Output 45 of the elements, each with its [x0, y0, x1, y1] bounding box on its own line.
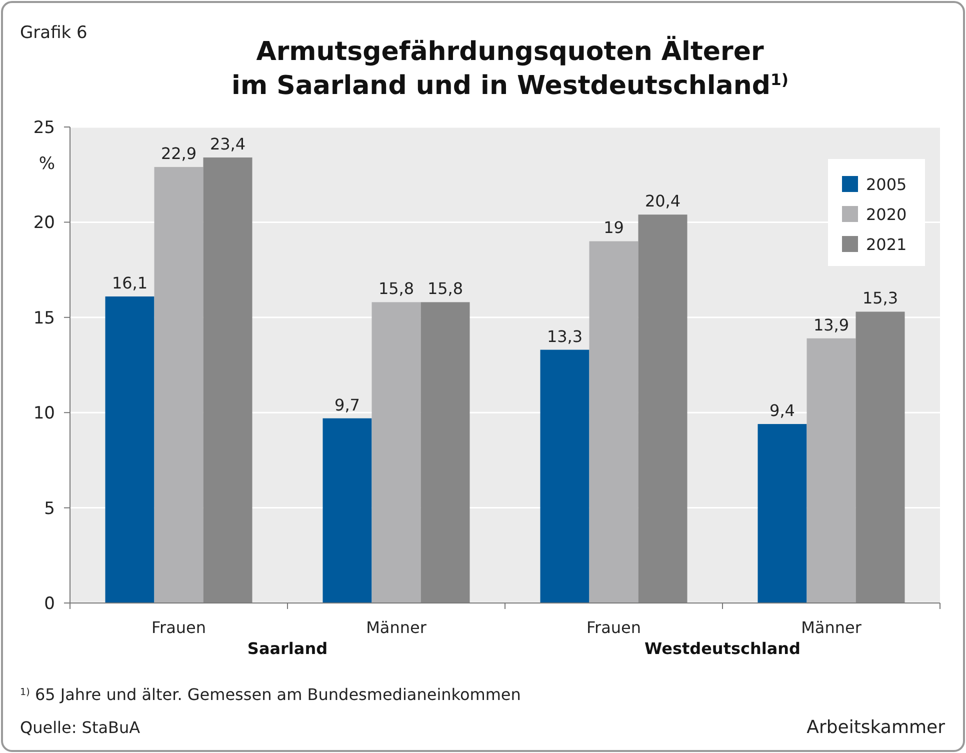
bar [420, 302, 470, 603]
x-tick-label: Männer [366, 618, 427, 637]
y-tick-label: 10 [33, 404, 55, 424]
y-tick-label: 15 [33, 308, 55, 328]
data-label: 19 [604, 218, 624, 238]
bar [540, 350, 590, 603]
legend-label: 2005 [866, 175, 907, 194]
bar [322, 418, 372, 603]
data-label: 9,7 [334, 395, 360, 414]
bar [154, 166, 204, 603]
y-tick-label: 5 [44, 498, 55, 519]
bar [589, 241, 638, 603]
legend-label: 2020 [866, 205, 907, 224]
bar [105, 296, 154, 603]
bar [372, 302, 421, 603]
text: Arbeitskammer [806, 717, 946, 738]
x-tick-label: Frauen [151, 618, 206, 637]
bar [203, 157, 252, 603]
data-label: 15,3 [862, 288, 898, 308]
data-label: 9,4 [770, 401, 795, 420]
text: Saarland [247, 639, 328, 658]
text: Westdeutschland [644, 639, 800, 658]
source-note: Quelle: StaBuA [20, 718, 140, 737]
data-label: 13,9 [813, 315, 850, 334]
data-label: 22,9 [160, 144, 197, 163]
data-label: 13,3 [546, 326, 583, 346]
bar [806, 338, 856, 603]
bar [638, 214, 688, 603]
y-tick-label: 25 [33, 118, 55, 138]
data-label: 16,1 [112, 273, 148, 292]
chart-title: Armutsgefährdungsquoten Älterer im Saarland und in Westdeutschland$^{1)}$ [232, 35, 788, 101]
y-tick-label: 20 [33, 213, 55, 234]
data-label: 15,8 [427, 279, 464, 298]
text: $^{1)}$ 65 Jahre und älter. Gemessen am Bundesmedianeinkommen [20, 685, 521, 704]
data-label: 23,4 [210, 134, 246, 154]
x-tick-label: Männer [801, 618, 862, 637]
y-tick-label: 0 [44, 594, 55, 614]
legend-label: 2021 [866, 235, 907, 254]
x-tick-label: Frauen [586, 618, 642, 637]
bar [758, 424, 807, 603]
data-label: 20,4 [644, 192, 681, 211]
data-label: 15,8 [378, 279, 414, 298]
text: Grafik 6 [20, 23, 88, 43]
bar [856, 312, 905, 603]
y-axis-title: % [38, 154, 55, 174]
